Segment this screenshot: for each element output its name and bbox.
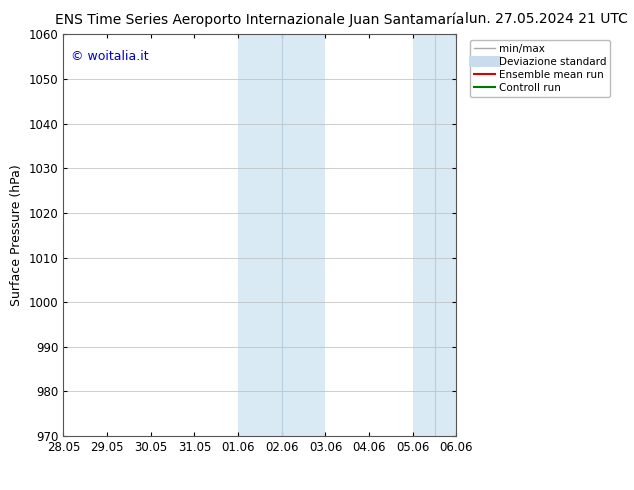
Bar xyxy=(281,34,325,436)
Bar xyxy=(238,34,281,436)
Text: ENS Time Series Aeroporto Internazionale Juan Santamaría: ENS Time Series Aeroporto Internazionale… xyxy=(55,12,465,27)
Bar xyxy=(413,34,435,436)
Text: lun. 27.05.2024 21 UTC: lun. 27.05.2024 21 UTC xyxy=(465,12,628,26)
Text: © woitalia.it: © woitalia.it xyxy=(71,50,149,63)
Y-axis label: Surface Pressure (hPa): Surface Pressure (hPa) xyxy=(10,164,23,306)
Legend: min/max, Deviazione standard, Ensemble mean run, Controll run: min/max, Deviazione standard, Ensemble m… xyxy=(470,40,611,97)
Bar xyxy=(435,34,456,436)
